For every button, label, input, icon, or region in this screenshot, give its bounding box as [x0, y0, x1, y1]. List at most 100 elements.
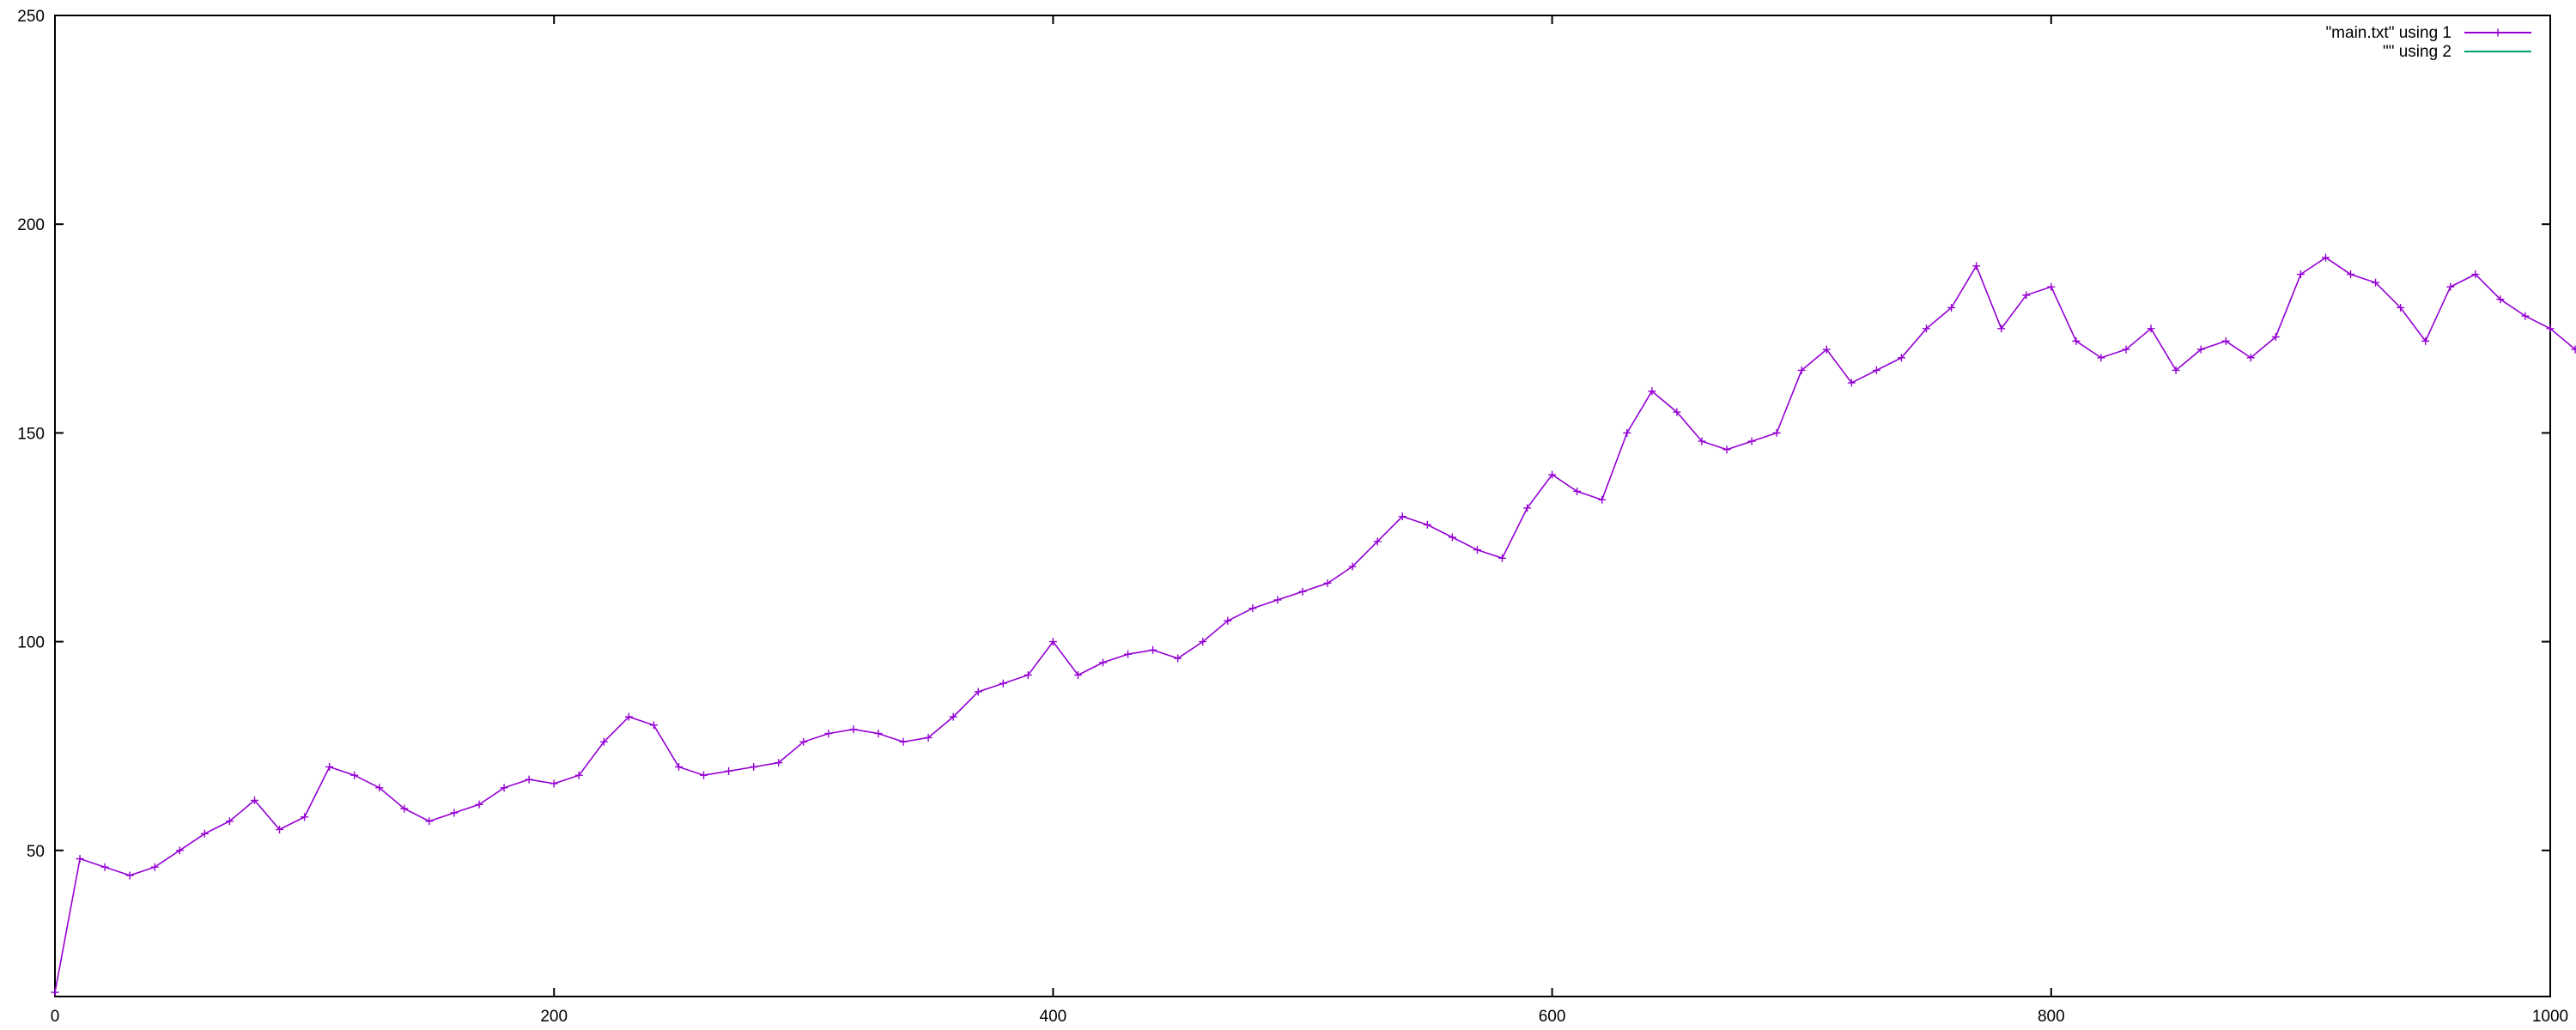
data-point: [1548, 470, 1557, 479]
data-point: [2496, 295, 2505, 304]
data-point: [1174, 654, 1182, 663]
data-point: [1747, 437, 1756, 445]
data-point: [675, 762, 683, 771]
data-point: [799, 737, 808, 746]
data-point: [100, 863, 109, 871]
data-point: [649, 721, 658, 730]
data-point: [924, 733, 933, 742]
y-tick-label: 200: [17, 216, 45, 234]
data-point: [1872, 366, 1880, 374]
data-point: [276, 825, 284, 833]
data-point: [2172, 366, 2180, 374]
x-tick-label: 600: [1539, 1008, 1566, 1026]
data-point: [450, 809, 459, 817]
data-point: [2246, 354, 2255, 362]
data-point: [775, 759, 783, 767]
data-point: [750, 762, 758, 771]
data-point: [2571, 345, 2576, 354]
data-point: [899, 737, 908, 746]
data-point: [725, 766, 733, 775]
data-point: [1423, 520, 1431, 529]
data-point: [2446, 282, 2455, 291]
x-tick-label: 800: [2038, 1008, 2065, 1026]
data-point: [1523, 504, 1532, 512]
data-point: [550, 779, 558, 788]
data-point: [1573, 487, 1582, 495]
data-point: [2546, 324, 2555, 333]
data-point: [1348, 562, 1357, 571]
data-point: [2097, 354, 2105, 362]
data-point: [849, 725, 858, 734]
data-point: [999, 679, 1007, 688]
data-point: [200, 829, 209, 838]
x-tick-label: 0: [51, 1008, 60, 1026]
data-point: [76, 854, 84, 863]
data-point: [2521, 312, 2530, 320]
data-point: [2196, 345, 2205, 354]
data-point: [2321, 253, 2330, 262]
data-point: [700, 771, 708, 779]
data-point: [874, 730, 883, 738]
data-point: [2296, 270, 2305, 279]
data-point: [1698, 437, 1706, 445]
data-point: [1199, 638, 1207, 646]
data-point: [2047, 282, 2056, 291]
data-point: [250, 796, 258, 804]
data-point: [1498, 554, 1506, 562]
axis-tick-labels: 0 200 400 600 800 1000 50 100 150 200 250: [17, 8, 2568, 1026]
data-point: [525, 775, 533, 784]
y-tick-label: 150: [17, 425, 45, 443]
data-point: [1099, 658, 1108, 667]
data-point: [1772, 428, 1781, 437]
legend: "main.txt" using 1 "" using 2: [2325, 24, 2531, 61]
data-point: [2122, 345, 2130, 354]
series-line-1: [54, 257, 2576, 993]
data-point: [475, 800, 483, 809]
data-point: [1997, 324, 2006, 333]
legend-marker-series-1: [2494, 28, 2502, 37]
data-point: [1947, 303, 1956, 312]
data-point: [1224, 616, 1232, 625]
x-tick-label: 400: [1040, 1008, 1067, 1026]
data-point: [375, 784, 384, 792]
data-point: [1048, 638, 1057, 646]
data-point: [1124, 650, 1133, 658]
data-point: [1448, 533, 1456, 542]
data-point: [574, 771, 583, 779]
x-tick-label: 200: [540, 1008, 568, 1026]
data-point: [1972, 262, 1981, 270]
data-point: [1822, 345, 1831, 354]
data-point: [1149, 645, 1157, 654]
data-point: [225, 817, 234, 826]
y-tick-label: 250: [17, 8, 45, 26]
data-point: [1797, 366, 1806, 374]
data-point: [1373, 537, 1382, 546]
data-point: [1623, 428, 1631, 437]
data-point: [1323, 579, 1332, 587]
data-point: [301, 813, 309, 821]
data-point: [2147, 324, 2155, 333]
data-point: [400, 804, 409, 813]
data-point: [2372, 278, 2380, 287]
series-layer: [51, 253, 2576, 997]
data-point: [2471, 270, 2480, 279]
data-point: [1923, 324, 1930, 333]
y-tick-label: 50: [27, 843, 45, 861]
data-point: [2022, 291, 2031, 300]
data-point: [824, 730, 833, 738]
data-point: [949, 712, 957, 721]
data-point: [1398, 512, 1406, 521]
data-point: [1598, 495, 1607, 504]
data-point: [1847, 379, 1856, 387]
data-point: [150, 863, 159, 871]
data-point: [1273, 596, 1282, 604]
y-tick-label: 100: [17, 634, 45, 652]
axis-ticks: [54, 15, 2551, 997]
data-point: [1024, 670, 1032, 679]
data-point: [2271, 333, 2280, 342]
data-point: [500, 784, 508, 792]
data-point: [624, 712, 633, 721]
legend-label-series-1: "main.txt" using 1: [2325, 24, 2451, 42]
data-point: [1073, 670, 1082, 679]
data-point: [325, 762, 334, 771]
